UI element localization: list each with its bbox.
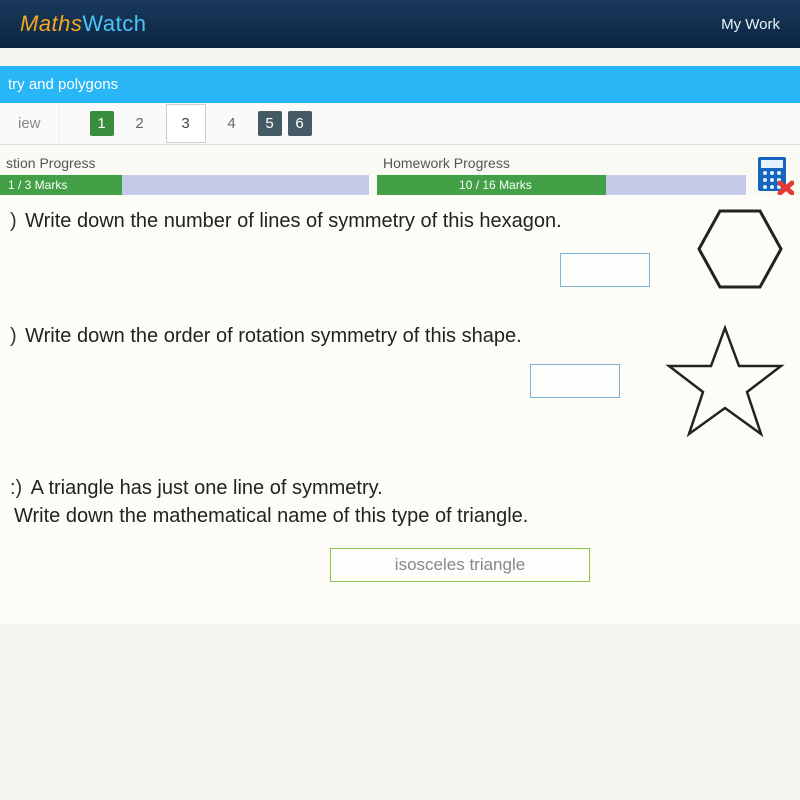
tab-overview[interactable]: iew (0, 103, 60, 144)
question-a-row: ) Write down the number of lines of symm… (10, 207, 790, 292)
homework-progress-fill: 10 / 16 Marks (377, 175, 606, 195)
homework-progress-bar: 10 / 16 Marks (377, 175, 746, 195)
topic-bar: try and polygons (0, 66, 800, 103)
question-c-row: :) A triangle has just one line of symme… (10, 474, 790, 582)
hexagon-shape (690, 207, 790, 291)
question-area: ) Write down the number of lines of symm… (0, 195, 800, 624)
logo-part1: Maths (20, 11, 82, 36)
question-c-label: :) (10, 477, 22, 499)
question-a-label: ) (10, 210, 17, 232)
topic-title: try and polygons (8, 76, 118, 93)
question-b-row: ) Write down the order of rotation symme… (10, 322, 790, 444)
nav-my-work[interactable]: My Work (721, 16, 780, 33)
homework-progress-block: Homework Progress 10 / 16 Marks (377, 151, 754, 195)
homework-progress-label: Homework Progress (377, 151, 746, 175)
calculator-icon[interactable] (754, 155, 794, 195)
question-nav-3[interactable]: 3 (166, 104, 206, 143)
question-number-row: 1 2 3 4 5 6 (60, 104, 312, 143)
answer-input-c[interactable]: isosceles triangle (330, 548, 590, 582)
question-progress-label: stion Progress (0, 151, 369, 175)
question-nav-6[interactable]: 6 (288, 111, 312, 136)
question-progress-bar: 1 / 3 Marks (0, 175, 369, 195)
logo: MathsWatch (20, 11, 146, 37)
question-c-text-line1: A triangle has just one line of symmetry… (31, 477, 383, 499)
question-b-text: Write down the order of rotation symmetr… (25, 325, 522, 347)
question-progress-block: stion Progress 1 / 3 Marks (0, 151, 377, 195)
question-nav-2[interactable]: 2 (120, 109, 160, 138)
question-a-text: Write down the number of lines of symmet… (25, 210, 562, 232)
question-b-label: ) (10, 325, 17, 347)
question-c-text-line2: Write down the mathematical name of this… (14, 502, 790, 530)
app-header: MathsWatch My Work (0, 0, 800, 48)
question-nav-4[interactable]: 4 (212, 109, 252, 138)
question-nav-5[interactable]: 5 (258, 111, 282, 136)
answer-input-a[interactable] (560, 253, 650, 287)
answer-input-b[interactable] (530, 364, 620, 398)
logo-part2: Watch (82, 11, 146, 36)
star-shape (660, 322, 790, 444)
question-nav-1[interactable]: 1 (90, 111, 114, 136)
progress-row: stion Progress 1 / 3 Marks Homework Prog… (0, 145, 800, 195)
question-progress-fill: 1 / 3 Marks (0, 175, 122, 195)
tabs-row: iew 1 2 3 4 5 6 (0, 103, 800, 145)
